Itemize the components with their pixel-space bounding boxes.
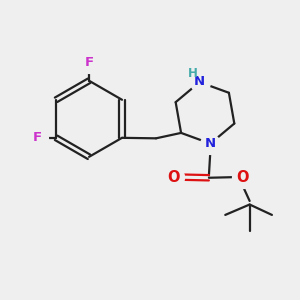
- Text: F: F: [85, 56, 94, 69]
- Text: F: F: [33, 131, 42, 144]
- Text: O: O: [237, 170, 249, 185]
- Text: N: N: [205, 137, 216, 150]
- Text: O: O: [167, 170, 179, 185]
- Text: H: H: [188, 67, 198, 80]
- Text: N: N: [194, 75, 205, 88]
